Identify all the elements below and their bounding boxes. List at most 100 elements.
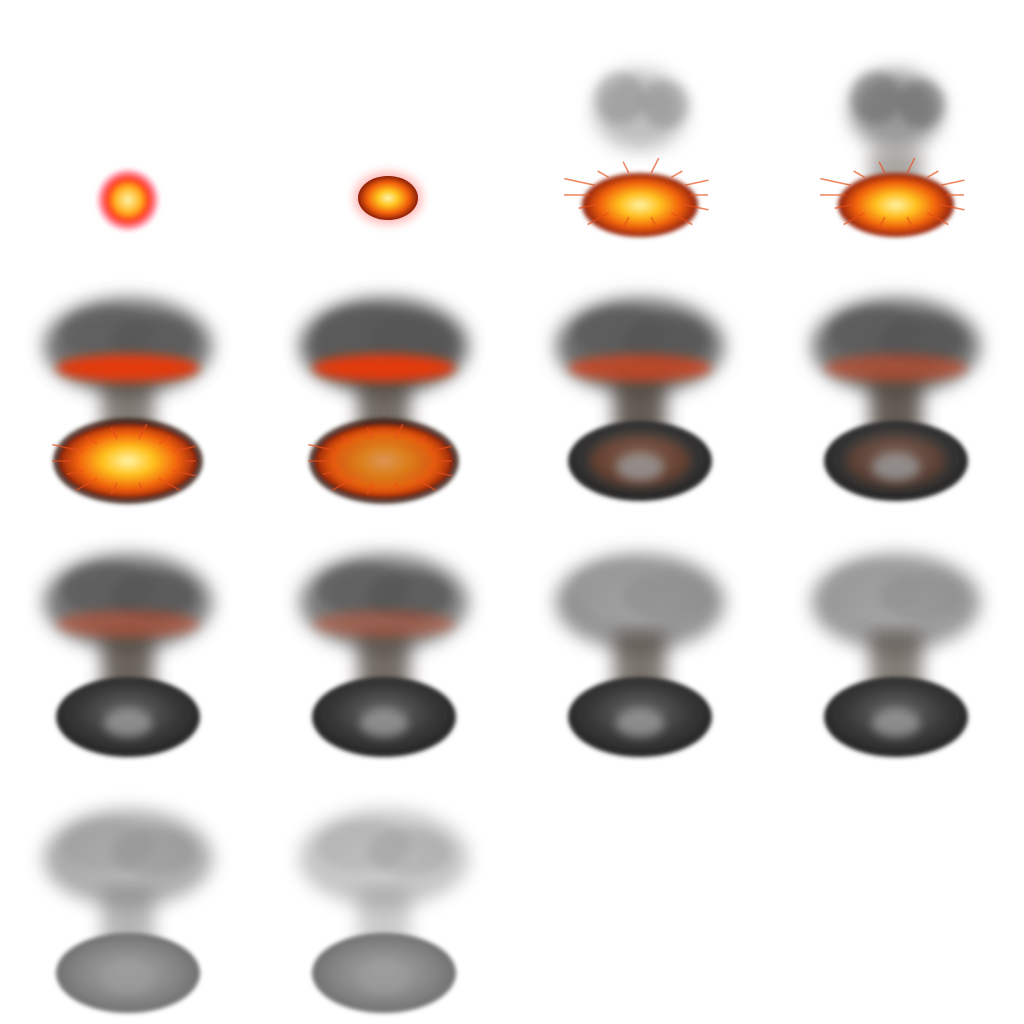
spark xyxy=(172,445,197,452)
spark xyxy=(110,482,118,495)
fireball-core xyxy=(96,168,160,232)
spark xyxy=(820,177,852,186)
spark xyxy=(564,177,596,186)
spark xyxy=(331,477,354,492)
spark xyxy=(853,170,866,179)
spark xyxy=(414,477,437,492)
ember-band xyxy=(824,354,968,382)
dome-highlight xyxy=(360,965,408,993)
dome-highlight xyxy=(872,453,920,481)
spark xyxy=(926,211,949,226)
fireball-core xyxy=(358,176,418,220)
dome-highlight xyxy=(616,453,664,481)
spark xyxy=(341,436,354,445)
dome-highlight xyxy=(360,709,408,737)
ember-band xyxy=(568,354,712,382)
spark xyxy=(684,179,709,186)
spark xyxy=(622,161,630,174)
spark xyxy=(428,445,453,452)
spark xyxy=(670,170,683,179)
spark xyxy=(650,216,656,226)
spark xyxy=(622,216,630,229)
spark xyxy=(597,170,610,179)
dome-highlight xyxy=(616,709,664,737)
explosion-frame-8 xyxy=(768,256,1024,512)
spark-streaks xyxy=(308,423,453,495)
spark xyxy=(578,204,596,210)
spark xyxy=(110,427,118,440)
spark xyxy=(52,443,84,452)
ember-band xyxy=(56,354,200,382)
spark xyxy=(138,423,148,440)
smoke-puff xyxy=(850,72,902,124)
base-dome xyxy=(582,173,698,237)
smoke-puff xyxy=(879,572,963,620)
spark xyxy=(85,436,98,445)
explosion-frame-12 xyxy=(768,512,1024,768)
explosion-frame-11 xyxy=(512,512,768,768)
dome-highlight xyxy=(104,965,152,993)
spark xyxy=(906,157,916,174)
smoke-puff xyxy=(641,80,689,128)
spark xyxy=(684,204,709,211)
spark xyxy=(878,161,886,174)
spark xyxy=(414,436,427,445)
spark-streaks xyxy=(52,423,197,495)
spark xyxy=(834,204,852,210)
spark xyxy=(670,211,693,226)
spark xyxy=(66,470,84,476)
smoke-puff xyxy=(111,316,195,364)
explosion-frame-14 xyxy=(256,768,512,1024)
ember-band xyxy=(312,354,456,382)
smoke-puff xyxy=(594,72,646,124)
dome-highlight xyxy=(872,709,920,737)
ember-band xyxy=(312,610,456,638)
smoke-puff xyxy=(111,828,195,876)
dome-embers xyxy=(333,435,435,487)
base-dome xyxy=(838,173,954,237)
spark xyxy=(906,216,912,226)
explosion-frame-9 xyxy=(0,512,256,768)
explosion-frame-3 xyxy=(512,0,768,256)
spark xyxy=(138,482,144,492)
smoke-puff xyxy=(879,316,963,364)
dome-highlight xyxy=(104,709,152,737)
spark xyxy=(75,477,98,492)
explosion-frame-7 xyxy=(512,256,768,512)
spark xyxy=(158,477,181,492)
spark xyxy=(366,482,374,495)
explosion-frame-5 xyxy=(0,256,256,512)
spark-streaks xyxy=(564,157,709,229)
spark xyxy=(940,204,965,211)
smoke-puff xyxy=(367,572,451,620)
spark xyxy=(322,470,340,476)
smoke-puff xyxy=(367,316,451,364)
spark xyxy=(650,157,660,174)
explosion-frame-1 xyxy=(0,0,256,256)
ember-band xyxy=(56,610,200,638)
smoke-puff xyxy=(111,572,195,620)
smoke-puff xyxy=(367,828,451,876)
spark xyxy=(366,427,374,440)
spark xyxy=(308,443,340,452)
spark xyxy=(587,211,610,226)
spark xyxy=(878,216,886,229)
spark-streaks xyxy=(820,157,965,229)
spark xyxy=(926,170,939,179)
smoke-puff xyxy=(897,80,945,128)
spark xyxy=(428,470,453,477)
explosion-frame-13 xyxy=(0,768,256,1024)
explosion-frame-4 xyxy=(768,0,1024,256)
smoke-puff xyxy=(623,316,707,364)
spark xyxy=(394,423,404,440)
explosion-frame-6 xyxy=(256,256,512,512)
explosion-frame-10 xyxy=(256,512,512,768)
spark xyxy=(394,482,400,492)
spark xyxy=(940,179,965,186)
smoke-puff xyxy=(623,572,707,620)
spark xyxy=(172,470,197,477)
explosion-frame-2 xyxy=(256,0,512,256)
spark xyxy=(843,211,866,226)
spark xyxy=(158,436,171,445)
